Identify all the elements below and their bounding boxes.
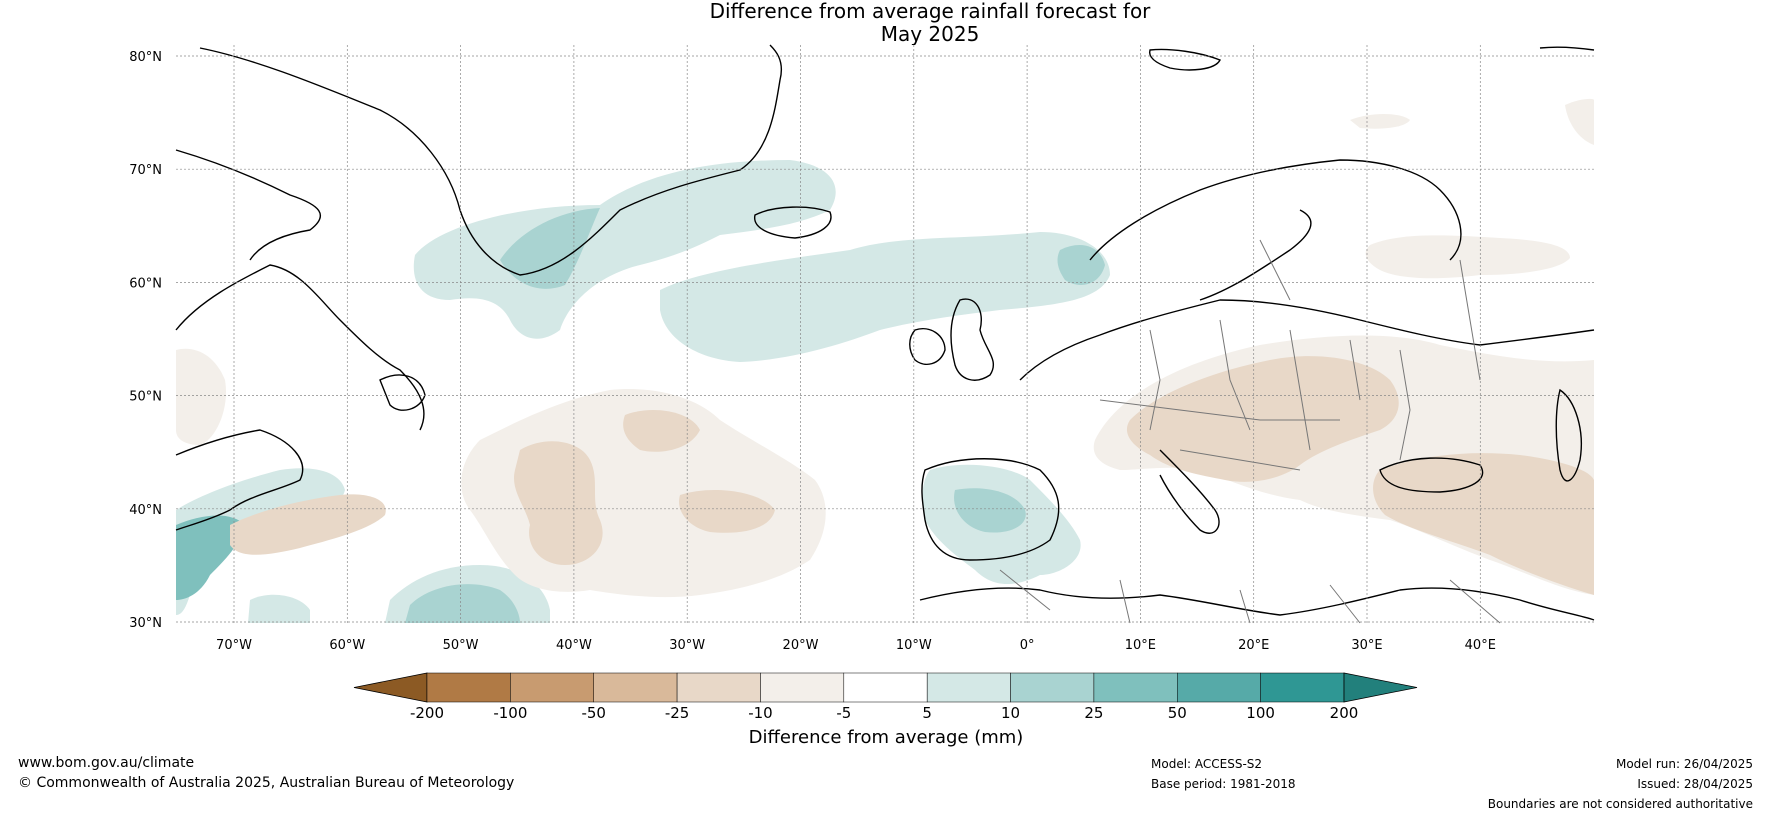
wet-region-small [248,594,310,623]
dry-region-west-edge [176,348,226,445]
colorbar-swatch [760,672,845,703]
colorbar-label: Difference from average (mm) [748,727,1024,748]
colorbar-tick-label: -5 [836,704,852,722]
uk-coast [950,298,995,381]
colorbar-swatch [426,672,511,703]
longitude-label: 0° [1020,638,1035,653]
map-title: Difference from average rainfall forecas… [600,0,1260,46]
title-line-1: Difference from average rainfall forecas… [709,0,1151,23]
latitude-label: 50°N [129,390,162,405]
dry-region-central-atlantic-core2 [623,410,700,452]
latitude-label: 80°N [129,50,162,65]
dry-region-central-atlantic-core1 [513,441,603,565]
country-boundaries [999,239,1501,624]
wet-region-west-atlantic-core [176,515,245,600]
colorbar-swatch [1010,672,1095,703]
colorbar-swatches [353,672,1418,703]
colorbar-swatch [1260,672,1345,703]
longitude-label: 50°W [443,638,479,653]
dry-region-north [1350,114,1410,129]
dry-region-europe-core [1126,356,1399,482]
longitude-label: 40°W [556,638,592,653]
longitude-label: 10°E [1125,638,1156,653]
map-frame [176,45,1594,623]
longitude-label: 70°W [216,638,252,653]
iceland-coast [754,206,832,239]
dry-region-west [230,494,386,555]
dry-region-turkey [1373,453,1594,595]
colorbar-tick-label: -25 [664,704,690,722]
dry-region-scandinavia-east [1365,235,1570,279]
mediterranean-south-coast [919,587,1595,621]
footer-issued: Issued: 28/04/2025 [1637,777,1753,791]
north-america-east-coast [175,429,304,531]
colorbar-swatch [1093,672,1178,703]
colorbar-tick-label: 50 [1167,704,1187,722]
wet-region-norway [1057,245,1105,285]
title-line-2: May 2025 [880,22,980,46]
continental-europe-coast [1019,299,1595,381]
colorbar-tick-label: -100 [493,704,528,722]
colorbar-tick-label: -10 [748,704,773,722]
longitude-label: 40°E [1465,638,1496,653]
wet-region-subtropical-core [405,584,520,623]
latitude-labels: 80°N 70°N 60°N 50°N 40°N 30°N [129,50,162,631]
novaya-zemlya-coast [1539,46,1595,51]
longitude-label: 30°W [669,638,705,653]
latitude-label: 70°N [129,163,162,178]
colorbar-tick-label: 25 [1084,704,1104,722]
latitude-label: 60°N [129,276,162,291]
caspian-coast [1555,388,1582,482]
colorbar-tick-label: -50 [581,704,606,722]
svalbard-coast [1148,48,1221,71]
colorbar-extend-right [1343,672,1418,703]
latitude-label: 30°N [129,616,162,631]
colorbar-tick-label: 100 [1246,704,1275,722]
dry-region-northeast [1565,98,1594,145]
longitude-label: 20°W [783,638,819,653]
wet-region-north-atlantic [660,232,1110,362]
wet-region-iberia-core [954,488,1026,533]
scandinavia-coast [1089,159,1462,301]
labrador-coast [175,264,425,431]
footer-model-run: Model run: 26/04/2025 [1615,757,1753,771]
footer-copyright: © Commonwealth of Australia 2025, Austra… [18,775,515,791]
longitude-labels: 70°W 60°W 50°W 40°W 30°W 20°W 10°W 0° 10°E 20°E 30… [216,638,1496,653]
longitude-label: 30°E [1351,638,1382,653]
baffin-coast [175,149,322,261]
dry-region-central-atlantic-core3 [679,490,775,533]
longitude-label: 60°W [329,638,365,653]
colorbar-tick-label: -200 [409,704,445,722]
colorbar-swatch [843,672,928,703]
coastlines [175,44,1595,621]
anomaly-shading [176,98,1594,623]
longitude-label: 20°E [1238,638,1269,653]
footer-url: www.bom.gov.au/climate [18,755,195,771]
latitude-label: 40°N [129,503,162,518]
colorbar-extend-left [353,672,428,703]
iberia-coast [921,458,1060,561]
newfoundland-coast [379,374,426,411]
colorbar-swatch [676,672,761,703]
colorbar-swatch [593,672,678,703]
footer-boundaries: Boundaries are not considered authoritat… [1487,797,1753,811]
italy-coast [1159,449,1220,534]
black-sea-coast [1379,457,1484,493]
colorbar-tick-label: 10 [1000,704,1021,722]
longitude-label: 10°W [896,638,932,653]
wet-region-greenland-coast [500,208,600,289]
colorbar-swatch [926,672,1011,703]
gridlines [176,45,1594,623]
ireland-coast [909,328,946,366]
greenland-coast [199,44,782,276]
footer-model: Model: ACCESS-S2 [1151,757,1263,771]
footer-base-period: Base period: 1981-2018 [1151,777,1296,791]
colorbar-tick-label: 5 [922,704,932,722]
colorbar-tick-label: 200 [1329,704,1359,722]
wet-region-greenland-iceland [413,160,836,339]
colorbar-swatch [1177,672,1261,703]
colorbar-swatch [510,672,594,703]
